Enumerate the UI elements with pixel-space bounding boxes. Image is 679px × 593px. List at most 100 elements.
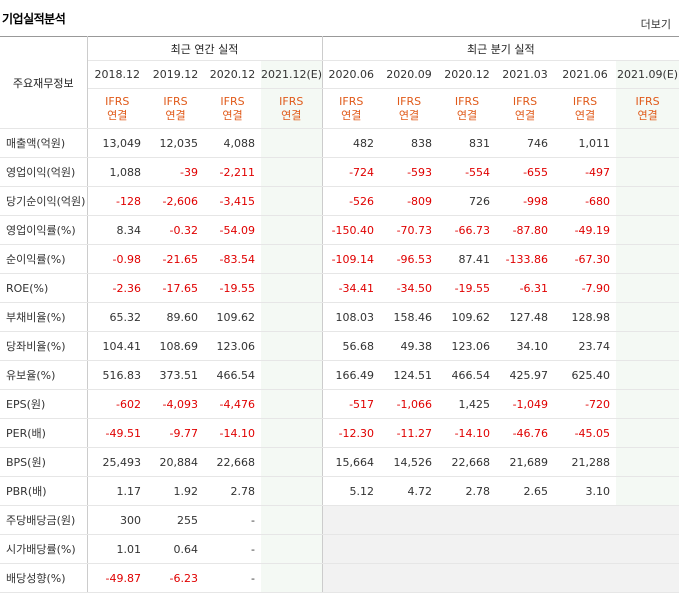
cell: 2.78 <box>438 476 497 506</box>
cell: 22,668 <box>438 447 497 477</box>
cell: 108.69 <box>147 331 204 361</box>
standard-line: IFRS <box>396 94 422 108</box>
cell <box>554 505 617 535</box>
cell: 127.48 <box>496 302 555 332</box>
cell: -680 <box>554 186 617 216</box>
cell: -655 <box>496 157 555 187</box>
data-row: 영업이익(억원) 1,088 -39 -2,211 -724 -593 -554 -655 -4… <box>0 157 679 187</box>
standard-line: 연결 <box>107 108 128 122</box>
cell <box>616 447 679 477</box>
standard-header: IFRS 연결 <box>322 88 381 129</box>
financial-table: 주요재무정보 최근 연간 실적 최근 분기 실적 2018.12 2019.12 2020… <box>0 36 679 593</box>
cell: -70.73 <box>380 215 439 245</box>
cell: -39 <box>147 157 204 187</box>
cell: -34.50 <box>380 273 439 303</box>
cell: -4,093 <box>147 389 204 419</box>
cell: -87.80 <box>496 215 555 245</box>
row-label: PER(배) <box>0 418 88 448</box>
standard-line: 연결 <box>514 108 536 122</box>
cell <box>616 215 679 245</box>
more-link[interactable]: 더보기 <box>640 18 671 31</box>
cell <box>261 360 323 390</box>
cell: 1.01 <box>87 534 147 564</box>
cell: 49.38 <box>380 331 439 361</box>
cell: -150.40 <box>322 215 381 245</box>
cell: -602 <box>87 389 147 419</box>
cell: - <box>204 505 261 535</box>
group-header: 최근 분기 실적 <box>322 36 679 61</box>
cell <box>322 563 381 593</box>
cell: -0.98 <box>87 244 147 274</box>
period-header: 2021.03 <box>496 60 555 89</box>
cell: 65.32 <box>87 302 147 332</box>
cell: -1,066 <box>380 389 439 419</box>
row-label: EPS(원) <box>0 389 88 419</box>
standard-line: 연결 <box>281 108 302 122</box>
cell: -720 <box>554 389 617 419</box>
cell: 56.68 <box>322 331 381 361</box>
standard-header: IFRS 연결 <box>87 88 147 129</box>
cell: 109.62 <box>204 302 261 332</box>
data-row: 유보율(%) 516.83 373.51 466.54 166.49 124.51 466.… <box>0 360 679 390</box>
cell: -6.31 <box>496 273 555 303</box>
cell: 166.49 <box>322 360 381 390</box>
data-row: 당좌비율(%) 104.41 108.69 123.06 56.68 49.38 123.0… <box>0 331 679 361</box>
row-label: 영업이익(억원) <box>0 157 88 187</box>
header-row: IFRS 연결 IFRS 연결 IFRS 연결 IFRS 연결 IFRS 연결 IFRS 연결 IFRS… <box>0 88 679 129</box>
row-label: 매출액(억원) <box>0 128 88 158</box>
cell: -14.10 <box>438 418 497 448</box>
cell: -83.54 <box>204 244 261 274</box>
data-row: PBR(배) 1.17 1.92 2.78 5.12 4.72 2.78 2.65 3.10 <box>0 476 679 506</box>
cell <box>261 186 323 216</box>
cell <box>616 186 679 216</box>
standard-header: IFRS 연결 <box>554 88 617 129</box>
cell: -2,211 <box>204 157 261 187</box>
cell: -19.55 <box>438 273 497 303</box>
standard-line: 연결 <box>398 108 420 122</box>
cell: -12.30 <box>322 418 381 448</box>
cell: -45.05 <box>554 418 617 448</box>
cell: -128 <box>87 186 147 216</box>
standard-header: IFRS 연결 <box>147 88 204 129</box>
cell: -19.55 <box>204 273 261 303</box>
cell: -67.30 <box>554 244 617 274</box>
standard-header: IFRS 연결 <box>204 88 261 129</box>
data-row: PER(배) -49.51 -9.77 -14.10 -12.30 -11.27 -14.1… <box>0 418 679 448</box>
cell: -4,476 <box>204 389 261 419</box>
corner-header: 주요재무정보 <box>0 36 88 129</box>
period-header: 2020.09 <box>380 60 439 89</box>
standard-line: 연결 <box>574 108 596 122</box>
period-header: 2020.12 <box>438 60 497 89</box>
data-row: BPS(원) 25,493 20,884 22,668 15,664 14,526 22,6… <box>0 447 679 477</box>
cell <box>322 505 381 535</box>
cell: -46.76 <box>496 418 555 448</box>
cell <box>261 389 323 419</box>
standard-line: 연결 <box>165 108 186 122</box>
period-header: 2021.06 <box>554 60 617 89</box>
cell <box>261 215 323 245</box>
data-row: 배당성향(%) -49.87 -6.23- <box>0 563 679 593</box>
cell: 3.10 <box>554 476 617 506</box>
standard-header: IFRS 연결 <box>496 88 555 129</box>
section-title: 기업실적분석 <box>2 12 66 26</box>
cell: 34.10 <box>496 331 555 361</box>
standard-line: IFRS <box>220 94 245 108</box>
period-header: 2021.12(E) <box>261 60 323 89</box>
cell: 838 <box>380 128 439 158</box>
cell <box>438 505 497 535</box>
standard-line: IFRS <box>454 94 480 108</box>
cell: -11.27 <box>380 418 439 448</box>
cell: -54.09 <box>204 215 261 245</box>
cell: -49.87 <box>87 563 147 593</box>
cell: 124.51 <box>380 360 439 390</box>
header-row: 주요재무정보 최근 연간 실적 최근 분기 실적 <box>0 36 679 129</box>
cell: -2,606 <box>147 186 204 216</box>
row-label: 주당배당금(원) <box>0 505 88 535</box>
cell: 466.54 <box>204 360 261 390</box>
cell <box>616 244 679 274</box>
cell <box>261 128 323 158</box>
cell: 5.12 <box>322 476 381 506</box>
cell: -998 <box>496 186 555 216</box>
cell <box>616 534 679 564</box>
cell <box>438 534 497 564</box>
